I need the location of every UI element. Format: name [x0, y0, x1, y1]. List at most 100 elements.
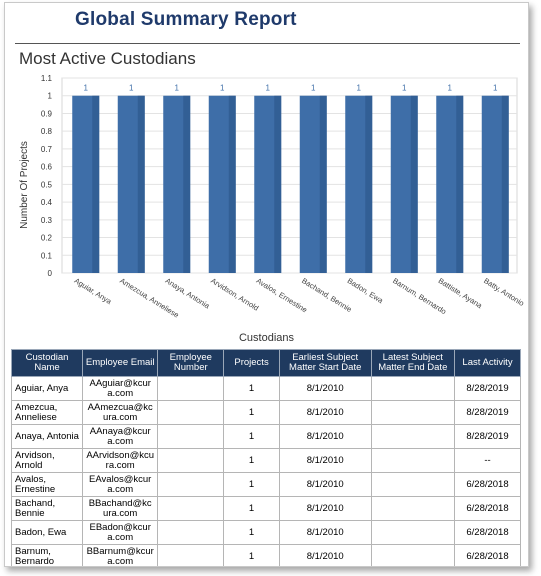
cell-last-activity: -- — [454, 448, 521, 473]
cell-latest-end — [370, 424, 456, 449]
cell-employee-email: EBadon@kcura.com — [82, 520, 159, 545]
cell-projects: 1 — [223, 472, 280, 497]
x-tick-label: Aguiar, Anya — [73, 276, 114, 306]
cell-last-activity: 6/28/2018 — [454, 472, 521, 497]
y-tick-label: 0.2 — [41, 234, 53, 243]
bar-shade — [319, 95, 327, 274]
cell-latest-end — [370, 448, 456, 473]
cell-employee-email: AArvidson@kcura.com — [82, 448, 159, 473]
cell-earliest-start: 8/1/2010 — [278, 376, 372, 401]
cell-earliest-start: 8/1/2010 — [278, 544, 372, 566]
cell-latest-end — [370, 400, 456, 425]
cell-employee-email: AAnaya@kcura.com — [82, 424, 159, 449]
cell-projects: 1 — [223, 520, 280, 545]
cell-earliest-start: 8/1/2010 — [278, 424, 372, 449]
cell-employee-number — [157, 496, 225, 521]
cell-employee-number — [157, 424, 225, 449]
cell-employee-email: BBarnum@kcura.com — [82, 544, 159, 566]
x-axis-title: Custodians — [238, 332, 295, 344]
table-row: Arvidson, Arnold AArvidson@kcura.com 1 8/1/… — [10, 448, 521, 473]
cell-earliest-start: 8/1/2010 — [278, 472, 372, 497]
cell-custodian-name: Amezcua, Anneliese — [10, 400, 84, 425]
y-tick-label: 0.1 — [41, 251, 53, 260]
cell-last-activity: 6/28/2018 — [454, 496, 521, 521]
bar-data-label: 1 — [402, 84, 407, 93]
col-last-activity[interactable]: Last Activity — [454, 349, 521, 377]
col-custodian-name[interactable]: Custodian Name — [10, 349, 84, 377]
cell-last-activity: 8/28/2019 — [454, 400, 521, 425]
cell-custodian-name: Avalos, Ernestine — [10, 472, 84, 497]
col-employee-email[interactable]: Employee Email — [82, 349, 159, 377]
y-tick-label: 0.5 — [41, 180, 53, 189]
x-tick-label: Arvidson, Arnold — [209, 276, 260, 313]
bar-shade — [501, 95, 509, 274]
cell-last-activity: 8/28/2019 — [454, 424, 521, 449]
cell-last-activity: 6/28/2018 — [454, 520, 521, 545]
col-projects[interactable]: Projects — [223, 349, 280, 377]
bar-shade — [183, 95, 191, 274]
bar-data-label: 1 — [311, 84, 316, 93]
table-row: Aguiar, Anya AAguiar@kcura.com 1 8/1/2010 8/… — [10, 376, 521, 401]
table-row: Barnum, Bernardo BBarnum@kcura.com 1 8/1/20… — [10, 544, 521, 566]
y-axis-title: Number Of Projects — [19, 141, 30, 229]
cell-custodian-name: Anaya, Antonia — [10, 424, 84, 449]
report-title: Global Summary Report — [75, 9, 297, 30]
bar-shade — [228, 95, 236, 274]
y-tick-label: 0.6 — [41, 163, 53, 172]
table-row: Amezcua, Anneliese AAmezcua@kcura.com 1 8/1… — [10, 400, 521, 425]
table-row: Badon, Ewa EBadon@kcura.com 1 8/1/2010 6/28/… — [10, 520, 521, 545]
y-tick-label: 0.8 — [41, 127, 53, 136]
cell-employee-number — [157, 472, 225, 497]
cell-custodian-name: Arvidson, Arnold — [10, 448, 84, 473]
cell-custodian-name: Badon, Ewa — [10, 520, 84, 545]
y-tick-label: 0 — [48, 269, 53, 278]
bar-data-label: 1 — [84, 84, 89, 93]
cell-employee-number — [157, 520, 225, 545]
cell-custodian-name: Bachand, Bennie — [10, 496, 84, 521]
table-row: Anaya, Antonia AAnaya@kcura.com 1 8/1/2010 8… — [10, 424, 521, 449]
cell-projects: 1 — [223, 400, 280, 425]
col-employee-number[interactable]: Employee Number — [157, 349, 225, 377]
y-tick-label: 0.7 — [41, 145, 53, 154]
bar-data-label: 1 — [220, 84, 225, 93]
cell-projects: 1 — [223, 544, 280, 566]
cell-projects: 1 — [223, 448, 280, 473]
bar-data-label: 1 — [448, 84, 453, 93]
cell-projects: 1 — [223, 424, 280, 449]
cell-last-activity: 8/28/2019 — [454, 376, 521, 401]
cell-employee-number — [157, 544, 225, 566]
bar-data-label: 1 — [266, 84, 271, 93]
table-header-row: Custodian Name Employee Email Employee N… — [10, 349, 521, 377]
bar-shade — [410, 95, 418, 274]
cell-employee-email: BBachand@kcura.com — [82, 496, 159, 521]
cell-employee-email: AAmezcua@kcura.com — [82, 400, 159, 425]
y-tick-label: 0.4 — [41, 198, 53, 207]
table-row: Bachand, Bennie BBachand@kcura.com 1 8/1/20… — [10, 496, 521, 521]
x-tick-label: Bachand, Bennie — [300, 276, 353, 314]
cell-latest-end — [370, 472, 456, 497]
bar-data-label: 1 — [493, 84, 498, 93]
cell-earliest-start: 8/1/2010 — [278, 400, 372, 425]
cell-latest-end — [370, 496, 456, 521]
bar-data-label: 1 — [175, 84, 180, 93]
y-tick-label: 1.1 — [41, 74, 53, 83]
custodian-bar-chart: 0 0.1 0.2 0.3 0.4 0.5 0.6 0.7 0.8 0.9 1 1.1 1 1 1 1 1 1 1… — [19, 74, 526, 320]
cell-earliest-start: 8/1/2010 — [278, 448, 372, 473]
bar-shade — [456, 95, 464, 274]
cell-earliest-start: 8/1/2010 — [278, 496, 372, 521]
cell-employee-email: AAguiar@kcura.com — [82, 376, 159, 401]
section-title: Most Active Custodians — [19, 49, 196, 68]
x-tick-label: Batty, Antonio — [482, 276, 526, 308]
bar-data-label: 1 — [357, 84, 362, 93]
cell-employee-number — [157, 448, 225, 473]
col-earliest-start[interactable]: Earliest Subject Matter Start Date — [278, 349, 372, 377]
cell-custodian-name: Aguiar, Anya — [10, 376, 84, 401]
cell-custodian-name: Barnum, Bernardo — [10, 544, 84, 566]
bar-shade — [365, 95, 373, 274]
cell-latest-end — [370, 520, 456, 545]
col-latest-end[interactable]: Latest Subject Matter End Date — [370, 349, 456, 377]
bar-shade — [274, 95, 282, 274]
cell-projects: 1 — [223, 496, 280, 521]
y-tick-label: 1 — [48, 92, 53, 101]
cell-earliest-start: 8/1/2010 — [278, 520, 372, 545]
